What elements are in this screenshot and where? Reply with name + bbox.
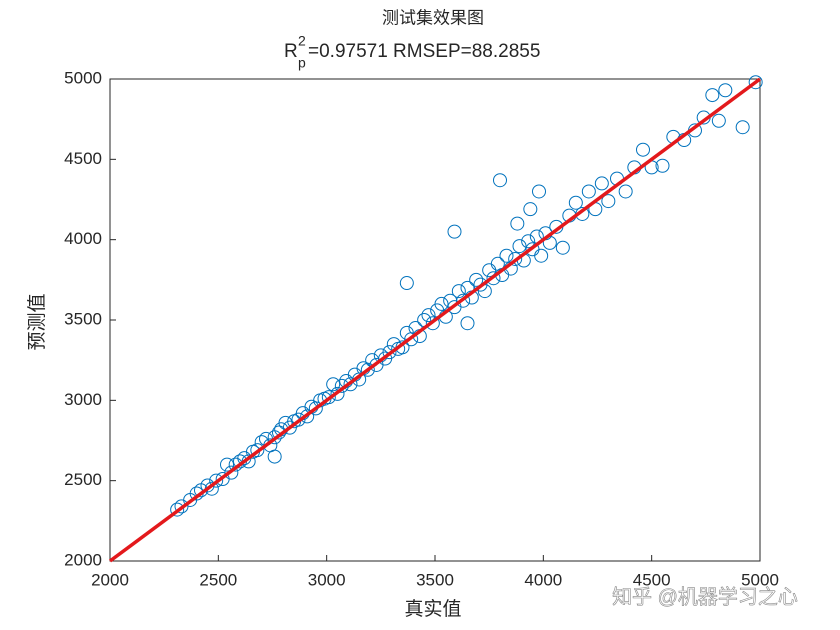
point	[655, 158, 670, 173]
point	[748, 75, 763, 90]
x-axis-label: 真实值	[404, 598, 461, 620]
point	[224, 465, 239, 480]
point	[735, 120, 750, 135]
point	[460, 316, 475, 331]
point	[636, 142, 650, 157]
point	[330, 386, 345, 401]
subtitle-base: R	[284, 41, 298, 62]
x-tick-label: 5000	[741, 570, 779, 589]
point	[326, 377, 341, 392]
point	[510, 216, 525, 231]
point	[555, 240, 570, 255]
point	[399, 276, 414, 291]
point	[521, 234, 536, 249]
point	[343, 377, 358, 392]
y-tick-label: 2500	[64, 470, 102, 489]
point	[711, 113, 726, 128]
x-tick-label: 2000	[91, 570, 129, 589]
point	[534, 248, 549, 263]
subtitle-sup: 2	[298, 33, 306, 49]
y-tick-label: 2000	[64, 550, 102, 569]
chart-title: 测试集效果图	[382, 9, 484, 29]
point	[493, 173, 507, 188]
y-tick-label: 3500	[64, 309, 102, 328]
point	[499, 248, 514, 263]
x-tick-label: 4500	[633, 570, 671, 589]
point	[209, 473, 224, 488]
subtitle-sub: p	[298, 55, 306, 71]
y-tick-label: 5000	[64, 68, 102, 87]
point	[382, 345, 397, 360]
point	[360, 362, 375, 377]
point	[581, 184, 596, 199]
x-tick-label: 2500	[199, 570, 237, 589]
point	[170, 502, 185, 517]
point	[486, 271, 501, 286]
point	[705, 88, 720, 103]
point	[618, 184, 633, 199]
point	[568, 195, 583, 210]
point	[321, 390, 336, 405]
point	[421, 308, 436, 323]
point	[718, 83, 733, 98]
point	[456, 293, 471, 308]
point	[425, 316, 440, 331]
y-tick-label: 4500	[64, 149, 102, 168]
point	[594, 176, 609, 191]
point	[601, 194, 616, 209]
point	[220, 457, 234, 472]
watermark: 知乎 @机器学习之心	[612, 585, 798, 608]
subtitle-text: =0.97571 RMSEP=88.2855	[308, 41, 540, 62]
point	[447, 224, 462, 239]
point	[300, 409, 315, 424]
point	[308, 401, 323, 416]
y-tick-label: 4000	[64, 229, 102, 248]
x-tick-label: 3500	[416, 570, 454, 589]
point	[267, 449, 282, 464]
point	[532, 184, 546, 199]
x-tick-label: 3000	[308, 570, 346, 589]
y-tick-label: 3000	[64, 390, 102, 409]
point	[434, 296, 449, 311]
point	[250, 443, 265, 458]
point	[469, 272, 484, 287]
x-tick-label: 4000	[524, 570, 562, 589]
reference-line	[108, 77, 762, 563]
point	[523, 202, 538, 217]
point	[451, 284, 466, 299]
y-axis-label: 预测值	[26, 293, 48, 350]
point	[512, 239, 527, 254]
point	[508, 251, 523, 266]
